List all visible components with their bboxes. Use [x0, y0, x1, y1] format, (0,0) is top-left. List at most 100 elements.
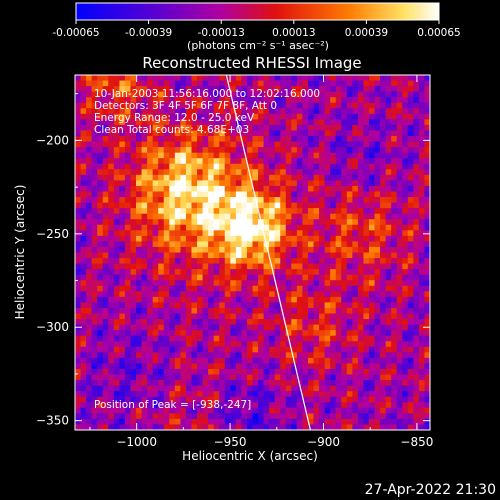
- heatmap-cell: [75, 357, 82, 365]
- y-tick-label: −300: [36, 320, 69, 334]
- heatmap-cell: [191, 374, 198, 381]
- heatmap-cell: [269, 230, 276, 237]
- heatmap-cell: [407, 180, 414, 187]
- heatmap-cell: [169, 119, 176, 126]
- heatmap-cell: [319, 413, 326, 420]
- heatmap-cell: [163, 152, 170, 159]
- heatmap-cell: [413, 280, 420, 287]
- heatmap-cell: [258, 102, 265, 109]
- heatmap-cell: [202, 136, 209, 143]
- heatmap-cell: [302, 391, 309, 398]
- heatmap-cell: [396, 330, 403, 337]
- heatmap-cell: [385, 169, 392, 176]
- heatmap-cell: [407, 75, 414, 82]
- heatmap-cell: [136, 213, 143, 220]
- heatmap-cell: [319, 313, 326, 320]
- heatmap-cell: [163, 291, 170, 298]
- heatmap-cell: [113, 224, 120, 231]
- heatmap-cell: [174, 285, 181, 292]
- heatmap-cell: [124, 413, 132, 420]
- heatmap-cell: [252, 152, 259, 159]
- heatmap-cell: [158, 396, 165, 403]
- heatmap-cell: [147, 136, 154, 143]
- heatmap-cell: [307, 224, 315, 231]
- heatmap-cell: [130, 202, 137, 209]
- heatmap-cell: [368, 119, 376, 126]
- heatmap-cell: [246, 91, 254, 98]
- heatmap-cell: [418, 136, 426, 143]
- heatmap-cell: [302, 385, 309, 392]
- heatmap-cell: [341, 235, 348, 243]
- heatmap-cell: [136, 174, 143, 181]
- heatmap-cell: [352, 241, 359, 248]
- heatmap-cell: [97, 352, 104, 359]
- heatmap-cell: [180, 252, 187, 259]
- heatmap-cell: [274, 185, 281, 193]
- heatmap-cell: [241, 313, 248, 320]
- heatmap-cell: [235, 75, 243, 82]
- heatmap-cell: [124, 291, 132, 298]
- heatmap-cell: [319, 102, 326, 109]
- heatmap-cell: [113, 385, 120, 392]
- heatmap-cell: [147, 357, 154, 365]
- heatmap-cell: [330, 219, 337, 226]
- heatmap-cell: [391, 291, 398, 298]
- heatmap-cell: [230, 180, 237, 187]
- heatmap-cell: [352, 246, 359, 254]
- heatmap-cell: [108, 269, 115, 276]
- heatmap-cell: [269, 280, 276, 287]
- heatmap-cell: [147, 252, 154, 259]
- heatmap-cell: [280, 413, 287, 420]
- heatmap-cell: [352, 130, 359, 137]
- heatmap-cell: [191, 80, 198, 87]
- heatmap-cell: [141, 335, 148, 342]
- heatmap-cell: [402, 235, 409, 243]
- heatmap-cell: [174, 91, 181, 98]
- heatmap-cell: [341, 269, 348, 276]
- heatmap-cell: [258, 141, 265, 148]
- heatmap-cell: [152, 213, 159, 220]
- heatmap-cell: [302, 197, 309, 204]
- heatmap-cell: [174, 335, 181, 342]
- heatmap-cell: [368, 380, 376, 387]
- heatmap-cell: [307, 368, 315, 376]
- heatmap-cell: [113, 280, 120, 287]
- heatmap-cell: [91, 424, 98, 430]
- heatmap-cell: [136, 363, 143, 370]
- heatmap-cell: [269, 208, 276, 215]
- heatmap-cell: [185, 97, 193, 104]
- heatmap-cell: [363, 374, 370, 381]
- heatmap-cell: [224, 280, 231, 287]
- heatmap-cell: [147, 219, 154, 226]
- heatmap-cell: [313, 291, 320, 298]
- heatmap-cell: [418, 330, 426, 337]
- heatmap-cell: [380, 136, 387, 143]
- heatmap-cell: [363, 296, 370, 304]
- heatmap-cell: [213, 269, 220, 276]
- heatmap-cell: [291, 280, 298, 287]
- heatmap-cell: [185, 302, 193, 309]
- heatmap-cell: [119, 124, 126, 132]
- heatmap-cell: [324, 147, 331, 154]
- heatmap-cell: [274, 424, 281, 430]
- heatmap-cell: [302, 75, 309, 82]
- heatmap-cell: [330, 413, 337, 420]
- heatmap-cell: [380, 418, 387, 426]
- heatmap-cell: [330, 402, 337, 409]
- heatmap-cell: [202, 152, 209, 159]
- heatmap-cell: [102, 285, 109, 292]
- heatmap-cell: [258, 418, 265, 426]
- heatmap-cell: [263, 363, 270, 370]
- heatmap-cell: [91, 407, 98, 414]
- heatmap-cell: [158, 368, 165, 376]
- heatmap-cell: [246, 197, 254, 204]
- heatmap-cell: [213, 197, 220, 204]
- heatmap-cell: [346, 424, 353, 430]
- heatmap-cell: [230, 86, 237, 93]
- heatmap-cell: [108, 113, 115, 120]
- heatmap-cell: [158, 391, 165, 398]
- heatmap-cell: [224, 313, 231, 320]
- heatmap-cell: [291, 252, 298, 259]
- heatmap-cell: [80, 418, 87, 426]
- heatmap-cell: [380, 296, 387, 304]
